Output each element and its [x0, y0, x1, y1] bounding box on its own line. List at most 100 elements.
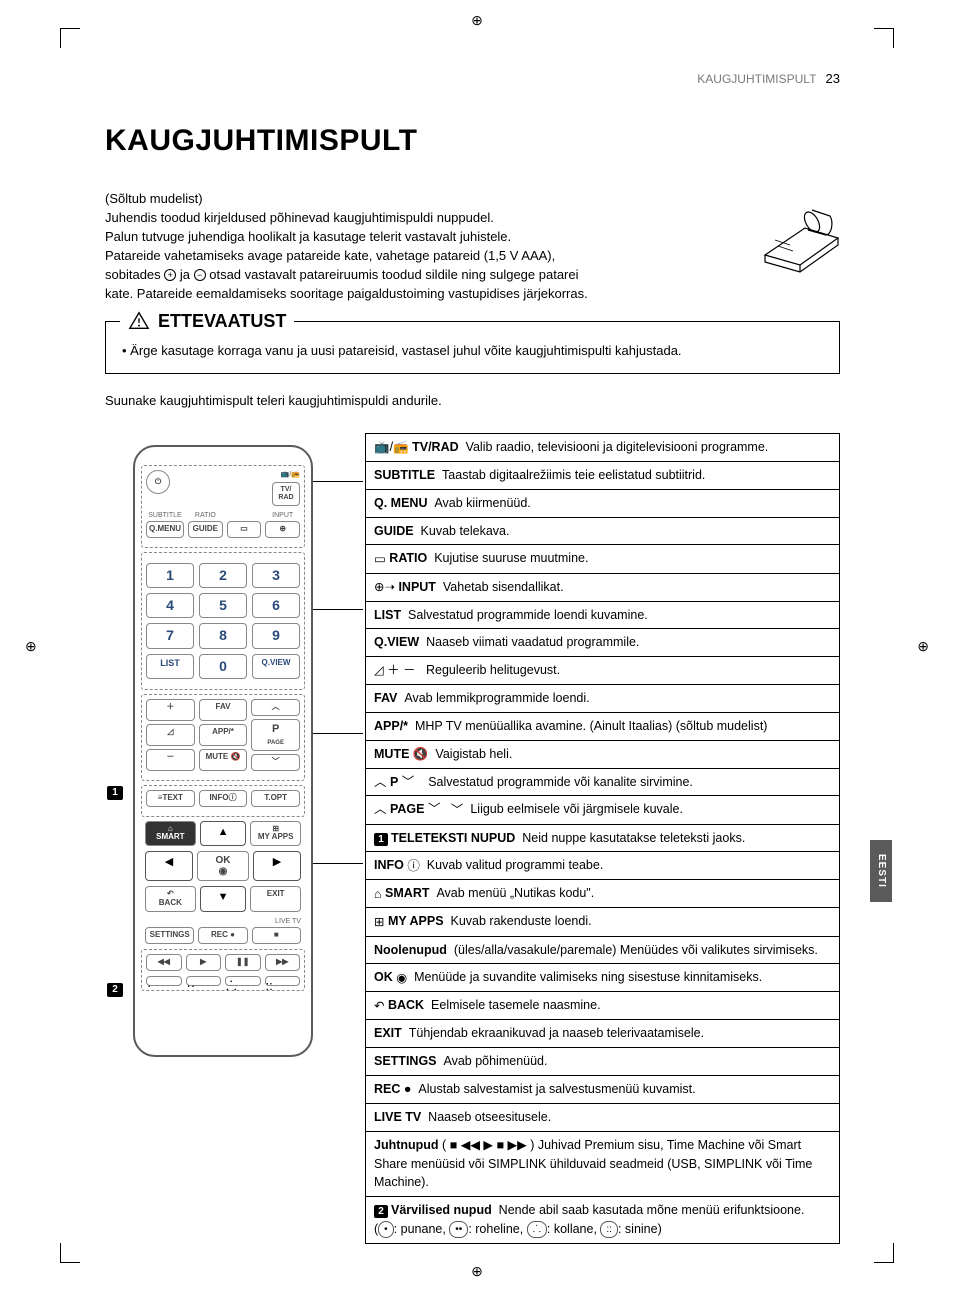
desc-row: ︿ PAGE ﹀ ﹀ Liigub eelmisele või järgmise…: [366, 796, 839, 824]
crop-corner: [874, 1243, 894, 1263]
ffwd-button: ▶▶: [265, 954, 301, 971]
ratio-icon: ▭: [374, 550, 386, 569]
num-6: 6: [252, 593, 300, 618]
intro-line: Palun tutvuge juhendiga hoolikalt ja kas…: [105, 228, 840, 247]
callout-2: 2: [107, 983, 123, 997]
desc-row: 1TELETEKSTI NUPUD Neid nuppe kasutatakse…: [366, 825, 839, 853]
arrow-down: ▼: [200, 886, 247, 912]
text-button: ≡TEXT: [146, 790, 195, 807]
remote-illustration: ⏻ 📺/📻 TV/ RAD SUBTITLEQ.MENU RATIOGUIDE …: [133, 445, 313, 1057]
remote-column: 1 2 ⏻ 📺/📻 TV/ RAD SUBTITLEQ.MENU RATIOGU…: [105, 433, 335, 1057]
ch-down: ﹀: [251, 754, 300, 771]
crop-corner: [60, 1243, 80, 1263]
desc-row: Juhtnupud ( ■ ◀◀ ▶ ■ ▶▶ ) Juhivad Premiu…: [366, 1132, 839, 1197]
qview-button: Q.VIEW: [252, 654, 300, 679]
crop-mark: ⊕: [471, 1261, 483, 1281]
warning-icon: [128, 310, 150, 332]
stop-button: ■: [252, 927, 301, 944]
page-number: 23: [826, 71, 840, 86]
desc-row: 📺/📻 TV/RAD Valib raadio, televisiooni ja…: [366, 434, 839, 462]
desc-row: ↶ BACK Eelmisele tasemele naasmine.: [366, 992, 839, 1020]
desc-row: SETTINGS Avab põhimenüüd.: [366, 1048, 839, 1076]
callout-1: 1: [107, 786, 123, 800]
direct-instruction: Suunake kaugjuhtimispult teleri kaugjuht…: [105, 392, 840, 411]
topt-button: T.OPT: [251, 790, 300, 807]
input-button: ⊕: [265, 521, 300, 538]
desc-row: REC ● Alustab salvestamist ja salvestusm…: [366, 1076, 839, 1104]
livetv-label: LIVE TV: [145, 917, 301, 927]
rec-icon: ●: [404, 1080, 412, 1099]
fav-button: FAV: [199, 699, 248, 721]
desc-row: ⊕➝ INPUT Vahetab sisendallikat.: [366, 574, 839, 602]
leader-line: [313, 863, 363, 864]
num-4: 4: [146, 593, 194, 618]
input-icon: ⊕➝: [374, 578, 395, 597]
minus-icon: −: [194, 269, 206, 281]
mute-icon: 🔇: [413, 745, 429, 764]
caution-label: ETTEVAATUST: [158, 308, 286, 334]
desc-row: ▭ RATIO Kujutise suuruse muutmine.: [366, 545, 839, 573]
running-head: KAUGJUHTIMISPULT 23: [105, 70, 840, 89]
target-icon: ◉: [396, 969, 407, 988]
play-button: ▶: [186, 954, 222, 971]
ratio-button: ▭: [227, 521, 262, 538]
list-button: LIST: [146, 654, 194, 679]
ok-button: OK◉: [197, 851, 249, 881]
intro-line: Juhendis toodud kirjeldused põhinevad ka…: [105, 209, 840, 228]
arrow-right: ▶: [253, 851, 301, 881]
down-icon: ﹀: [451, 801, 464, 820]
crop-corner: [874, 28, 894, 48]
num-8: 8: [199, 623, 247, 648]
tvrad-icon: 📺/📻: [281, 470, 300, 480]
red-button: ·: [146, 976, 182, 986]
p-button: PPAGE: [251, 719, 300, 751]
desc-row: LIST Salvestatud programmide loendi kuva…: [366, 602, 839, 630]
input-label: INPUT: [265, 511, 300, 521]
qmenu-button: Q.MENU: [146, 521, 184, 538]
plus-icon: +: [164, 269, 176, 281]
num-7: 7: [146, 623, 194, 648]
desc-row: FAV Avab lemmikprogrammide loendi.: [366, 685, 839, 713]
desc-row: ︿ P ﹀ Salvestatud programmide või kanali…: [366, 769, 839, 797]
ratio-label: RATIO: [188, 511, 223, 521]
home-icon: ⌂: [374, 885, 382, 904]
crop-mark: ⊕: [25, 635, 37, 655]
back-icon: ↶: [374, 997, 384, 1016]
desc-row: Q. MENU Avab kiirmenüüd.: [366, 490, 839, 518]
desc-row: MUTE 🔇 Vaigistab heli.: [366, 741, 839, 769]
desc-row: ⌂ SMART Avab menüü „Nutikas kodu".: [366, 880, 839, 908]
crop-mark: ⊕: [917, 635, 929, 655]
num-2: 2: [199, 563, 247, 588]
num-5: 5: [199, 593, 247, 618]
crop-corner: [60, 28, 80, 48]
desc-row: INFO ⓘ Kuvab valitud programmi teabe.: [366, 852, 839, 880]
crop-mark: ⊕: [471, 10, 483, 30]
section-name: KAUGJUHTIMISPULT: [697, 72, 816, 86]
guide-button: GUIDE: [188, 521, 223, 538]
desc-row: ◿ ＋ － Reguleerib helitugevust.: [366, 657, 839, 685]
desc-row: Q.VIEW Naaseb viimati vaadatud programmi…: [366, 629, 839, 657]
vol-up: ＋: [146, 699, 195, 721]
num-0: 0: [199, 654, 247, 679]
subtitle-label: SUBTITLE: [146, 511, 184, 521]
arrow-left: ◀: [145, 851, 193, 881]
arrow-up: ▲: [200, 821, 247, 847]
exit-button: EXIT: [250, 886, 301, 912]
settings-button: SETTINGS: [145, 927, 194, 944]
desc-row: SUBTITLE Taastab digitaalrežiimis teie e…: [366, 462, 839, 490]
intro-text: ja: [176, 267, 193, 282]
leader-line: [313, 733, 363, 734]
desc-row: ⊞ MY APPS Kuvab rakenduste loendi.: [366, 908, 839, 936]
battery-illustration: [750, 200, 850, 280]
ch-up: ︿: [251, 699, 300, 716]
pause-button: ❚❚: [225, 954, 261, 971]
vol-down: －: [146, 749, 195, 771]
green-button: ··: [186, 976, 222, 986]
rewind-button: ◀◀: [146, 954, 182, 971]
intro-depends: (Sõltub mudelist): [105, 190, 840, 209]
back-button: ↶BACK: [145, 886, 196, 912]
num-1: 1: [146, 563, 194, 588]
power-button: ⏻: [146, 470, 170, 494]
desc-row: Noolenupud (üles/alla/vasakule/paremale)…: [366, 937, 839, 965]
caution-box: ETTEVAATUST Ärge kasutage korraga vanu j…: [105, 321, 840, 374]
